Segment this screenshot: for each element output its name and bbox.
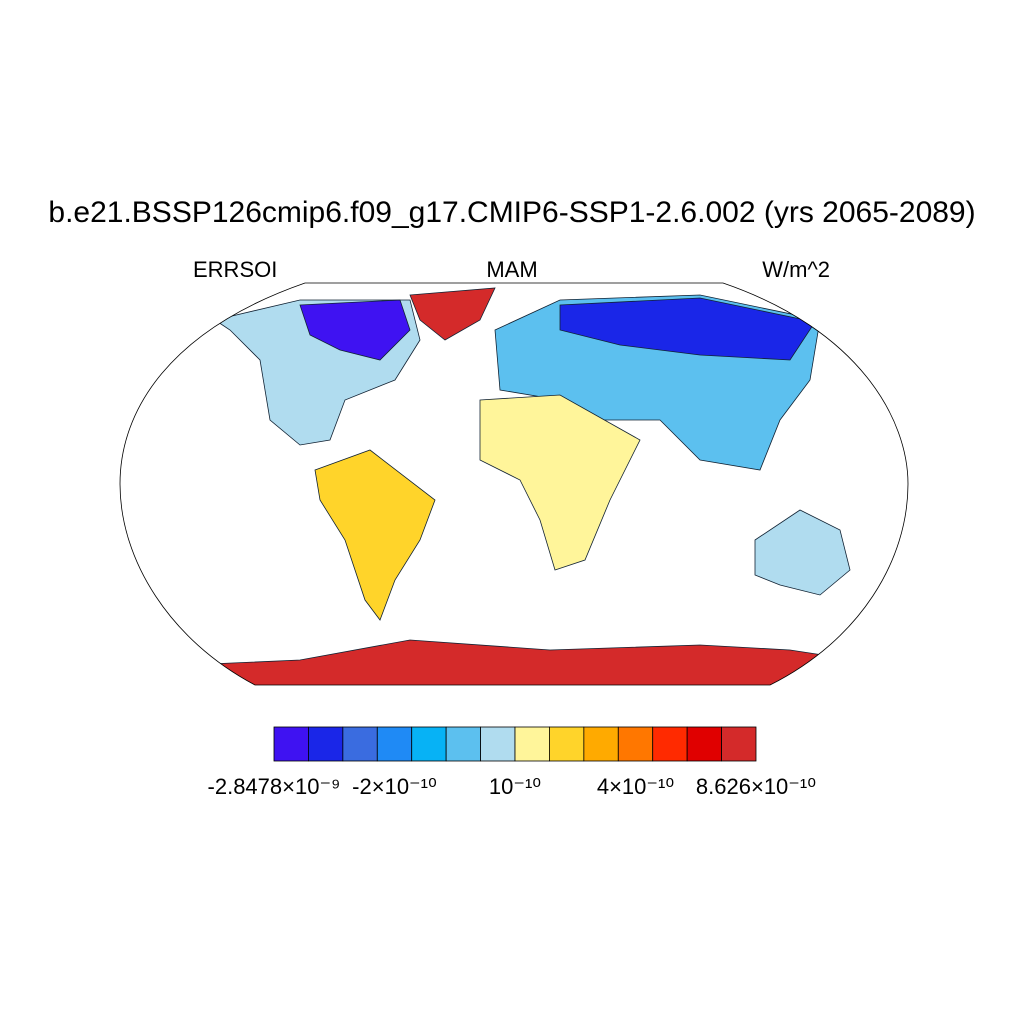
title: b.e21.BSSP126cmip6.f09_g17.CMIP6-SSP1-2.… (48, 196, 975, 229)
colorbar-box (652, 726, 688, 762)
greenland (409, 287, 496, 341)
colorbar-label: 8.626×10⁻¹⁰ (696, 774, 816, 799)
colorbar-box (549, 726, 585, 762)
africa (479, 394, 641, 571)
antarctica (120, 639, 908, 685)
left-label: ERRSOI (193, 257, 277, 282)
colorbar-box (308, 726, 344, 762)
colorbar-box (342, 726, 378, 762)
colorbar-label: 4×10⁻¹⁰ (597, 774, 674, 799)
siberia (559, 297, 816, 361)
center-label: MAM (486, 257, 537, 282)
south-america (314, 449, 436, 621)
colorbar-box (583, 726, 619, 762)
colorbar-box (411, 726, 447, 762)
map-border (119, 282, 909, 686)
colorbar-box (617, 726, 654, 762)
colorbar-label: -2×10⁻¹⁰ (352, 774, 437, 799)
colorbar-label: -2.8478×10⁻⁹ (208, 774, 341, 799)
colorbar-box (445, 726, 481, 762)
colorbar-box (514, 726, 550, 762)
colorbar-label: 10⁻¹⁰ (489, 774, 541, 799)
colorbar-box (376, 726, 413, 762)
australia (754, 509, 851, 596)
canada (299, 299, 411, 361)
colorbar-box (273, 726, 309, 762)
right-label: W/m^2 (762, 257, 830, 282)
colorbar-box (480, 726, 516, 762)
colorbar: -2.8478×10⁻⁹ -2×10⁻¹⁰ 10⁻¹⁰ 4×10⁻¹⁰ 8.626×10… (208, 726, 816, 799)
map (119, 282, 909, 686)
colorbar-box (686, 726, 722, 762)
colorbar-box (721, 726, 757, 762)
